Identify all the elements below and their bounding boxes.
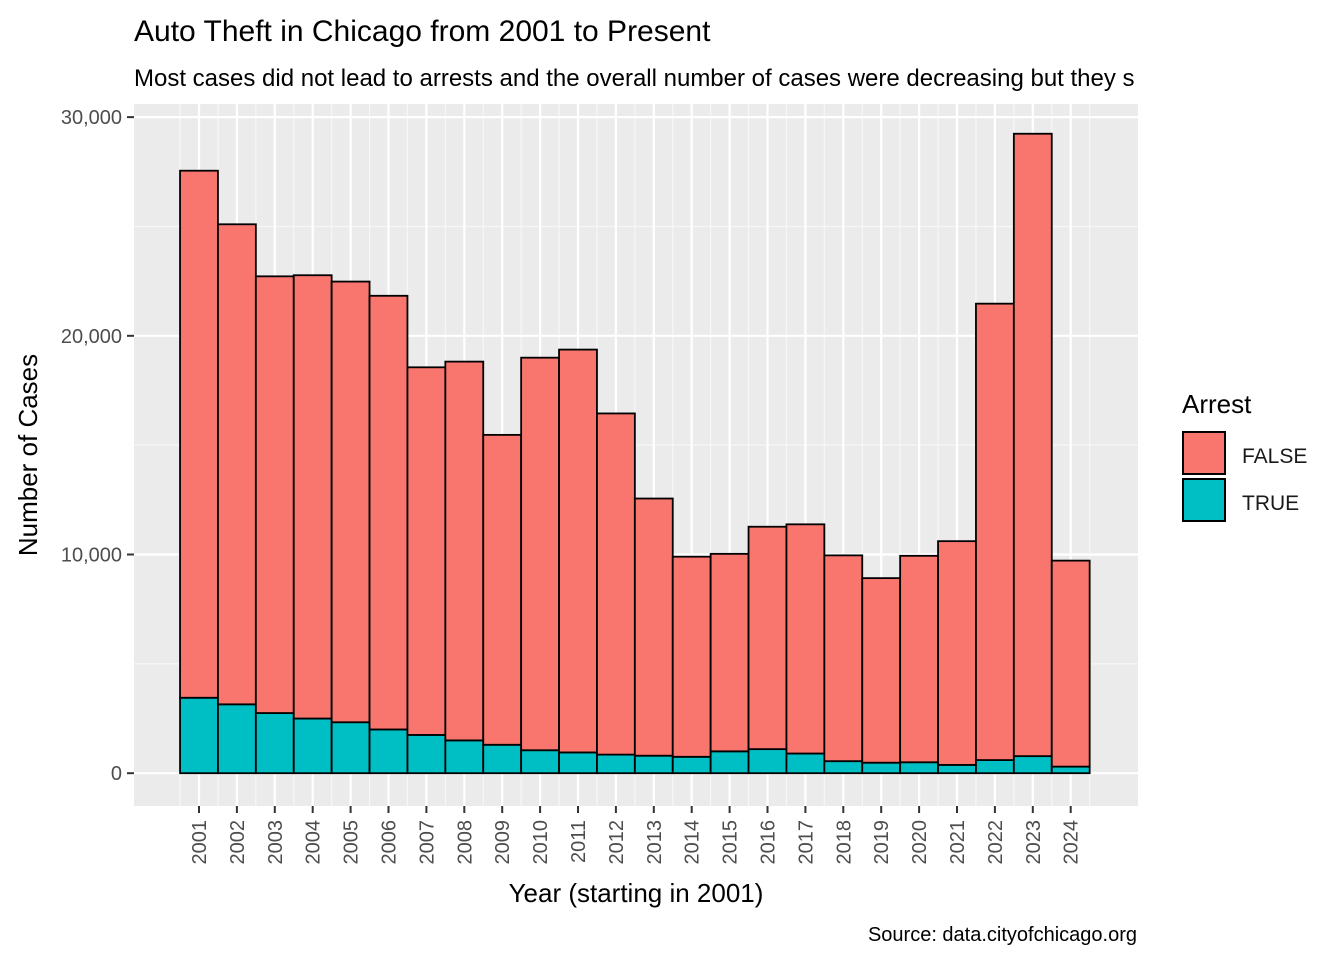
legend-key-true [1182, 478, 1226, 522]
bar-2011-false [558, 348, 598, 754]
legend-label-false: FALSE [1242, 445, 1307, 468]
x-tick-label: 2021 [947, 820, 969, 865]
legend-key-false [1182, 431, 1226, 475]
x-tick-label: 2005 [341, 820, 363, 865]
bar-2020-true [899, 761, 939, 775]
chart-title: Auto Theft in Chicago from 2001 to Prese… [134, 15, 711, 48]
x-tick-label: 2002 [227, 820, 249, 865]
x-tick-label: 2016 [758, 820, 780, 865]
bar-2018-false [823, 554, 864, 763]
x-axis: 2001 2002 2003 2004 2005 2006 2007 2008 2009 2010… [189, 806, 1083, 865]
bar-2018-true [823, 760, 864, 775]
bar-2023-false [1012, 132, 1053, 758]
bar-2017-false [785, 523, 826, 755]
bar-2004-false [292, 274, 333, 720]
x-tick-label: 2015 [720, 820, 742, 865]
bar-2006-true [368, 728, 409, 775]
bar-2014-true [671, 755, 712, 775]
x-tick-label: 2001 [189, 820, 211, 865]
x-tick-label: 2004 [303, 820, 325, 865]
bar-2024-false [1050, 559, 1091, 768]
y-axis-label: Number of Cases [13, 354, 43, 556]
caption: Source: data.cityofchicago.org [868, 924, 1137, 946]
bar-2014-false [671, 555, 712, 758]
y-axis: 0 10,000 20,000 30,000 [61, 107, 134, 785]
x-tick-label: 2012 [606, 820, 628, 865]
x-tick-label: 2009 [492, 820, 514, 865]
bar-2013-false [633, 497, 674, 757]
bar-2010-true [520, 749, 560, 775]
bar-2016-true [747, 748, 788, 775]
bar-2008-true [444, 739, 485, 775]
x-tick-label: 2007 [416, 820, 438, 865]
bar-2016-false [747, 525, 788, 751]
bar-2001-false [179, 169, 219, 699]
bar-2007-true [406, 734, 447, 775]
x-tick-label: 2024 [1061, 820, 1083, 865]
y-tick-label: 20,000 [61, 326, 122, 348]
chart-subtitle: Most cases did not lead to arrests and t… [134, 65, 1135, 92]
bar-2019-false [861, 577, 902, 764]
x-tick-label: 2019 [871, 820, 893, 865]
bar-2012-false [596, 412, 636, 756]
bar-2015-true [709, 750, 750, 775]
bar-2007-false [406, 366, 447, 736]
bar-2002-true [217, 703, 257, 775]
x-tick-label: 2008 [454, 820, 476, 865]
bar-2005-false [330, 280, 371, 724]
x-tick-label: 2011 [568, 820, 590, 863]
bar-2008-false [444, 360, 485, 742]
x-tick-label: 2022 [985, 820, 1007, 865]
bar-2009-false [482, 433, 523, 746]
bar-2022-false [975, 302, 1015, 761]
y-tick-label: 10,000 [61, 545, 122, 567]
y-tick-label: 30,000 [61, 107, 122, 129]
bar-2017-true [785, 752, 826, 775]
bar-2024-true [1050, 765, 1091, 775]
bar-2011-true [558, 751, 598, 775]
bar-2003-false [254, 275, 295, 714]
y-tick-label: 0 [111, 763, 122, 785]
bar-2019-true [861, 761, 902, 775]
x-tick-label: 2006 [379, 820, 401, 865]
x-tick-label: 2013 [644, 820, 666, 865]
bar-2005-true [330, 721, 371, 775]
x-tick-label: 2014 [682, 820, 704, 865]
x-tick-label: 2023 [1023, 820, 1045, 865]
bar-2023-true [1012, 755, 1053, 775]
bar-2012-true [596, 753, 636, 775]
bar-2022-true [975, 759, 1015, 775]
bar-2001-true [179, 696, 219, 775]
bar-2013-true [633, 754, 674, 775]
bar-2003-true [254, 712, 295, 775]
legend-title: Arrest [1182, 389, 1252, 419]
legend-label-true: TRUE [1242, 492, 1299, 515]
x-tick-label: 2003 [265, 820, 287, 865]
bar-2015-false [709, 552, 750, 753]
bar-2002-false [217, 223, 257, 706]
x-tick-label: 2018 [833, 820, 855, 865]
x-axis-label: Year (starting in 2001) [509, 878, 764, 908]
bar-2006-false [368, 294, 409, 731]
bar-2021-false [937, 540, 977, 766]
x-tick-label: 2010 [530, 820, 552, 865]
bar-2020-false [899, 554, 939, 764]
bar-2021-true [937, 763, 977, 775]
bar-2009-true [482, 743, 523, 775]
x-tick-label: 2017 [795, 820, 817, 865]
bar-2010-false [520, 356, 560, 752]
legend: Arrest FALSE TRUE [1182, 389, 1307, 522]
x-tick-label: 2020 [909, 820, 931, 865]
bar-2004-true [292, 717, 333, 775]
bars [179, 132, 1091, 775]
